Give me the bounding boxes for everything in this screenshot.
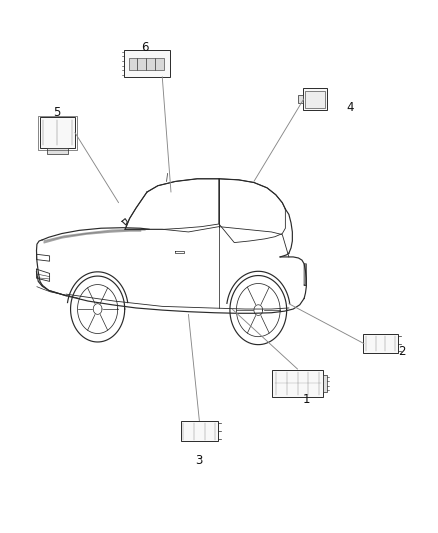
Bar: [138, 58, 146, 70]
Text: 4: 4: [346, 101, 354, 114]
Bar: [181, 421, 218, 441]
Bar: [323, 375, 327, 392]
Bar: [303, 88, 327, 110]
Bar: [129, 58, 138, 70]
Bar: [124, 50, 170, 77]
Text: 1: 1: [303, 393, 310, 406]
Bar: [272, 369, 323, 397]
Text: 5: 5: [53, 106, 60, 119]
Text: 2: 2: [398, 345, 405, 358]
Bar: [298, 95, 303, 103]
Text: 3: 3: [196, 454, 203, 467]
Bar: [146, 58, 155, 70]
Bar: [363, 334, 398, 353]
Bar: [305, 91, 325, 108]
Bar: [38, 116, 77, 150]
Bar: [47, 148, 68, 155]
Text: 6: 6: [141, 41, 148, 54]
Bar: [155, 58, 163, 70]
Bar: [39, 117, 75, 148]
